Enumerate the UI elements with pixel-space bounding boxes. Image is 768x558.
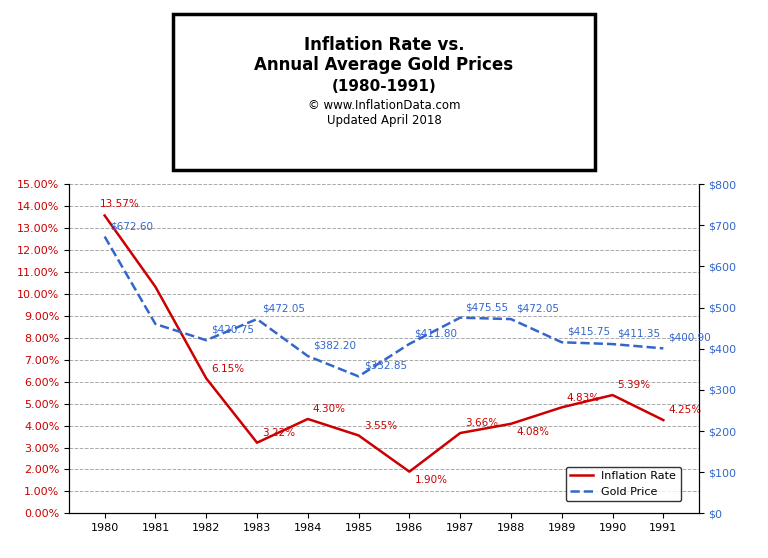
Text: $672.60: $672.60 [110, 221, 153, 231]
Text: 4.08%: 4.08% [516, 427, 549, 437]
Text: Inflation Rate vs.: Inflation Rate vs. [303, 36, 465, 54]
Text: 4.25%: 4.25% [668, 406, 701, 416]
Text: © www.InflationData.com: © www.InflationData.com [308, 99, 460, 112]
Text: 3.22%: 3.22% [262, 428, 295, 438]
Text: $420.75: $420.75 [211, 325, 254, 335]
Text: 6.15%: 6.15% [211, 364, 244, 374]
Text: Updated April 2018: Updated April 2018 [326, 114, 442, 127]
Text: $382.20: $382.20 [313, 341, 356, 350]
Text: 13.57%: 13.57% [100, 199, 139, 209]
Text: 4.83%: 4.83% [567, 393, 600, 403]
Text: (1980-1991): (1980-1991) [332, 79, 436, 94]
Text: $472.05: $472.05 [516, 304, 559, 314]
Text: $411.35: $411.35 [617, 329, 660, 339]
Text: $472.05: $472.05 [262, 304, 305, 314]
Text: 4.30%: 4.30% [313, 405, 346, 415]
Text: $475.55: $475.55 [465, 302, 508, 312]
Legend: Inflation Rate, Gold Price: Inflation Rate, Gold Price [566, 467, 680, 501]
Text: 3.55%: 3.55% [364, 421, 397, 431]
Text: 1.90%: 1.90% [415, 475, 448, 485]
Text: $400.90: $400.90 [668, 333, 711, 343]
Text: 3.66%: 3.66% [465, 418, 498, 429]
Text: $332.85: $332.85 [364, 361, 407, 371]
Text: Annual Average Gold Prices: Annual Average Gold Prices [254, 56, 514, 74]
Text: 5.39%: 5.39% [617, 381, 650, 391]
Text: $415.75: $415.75 [567, 327, 610, 337]
Text: $411.80: $411.80 [415, 329, 458, 339]
